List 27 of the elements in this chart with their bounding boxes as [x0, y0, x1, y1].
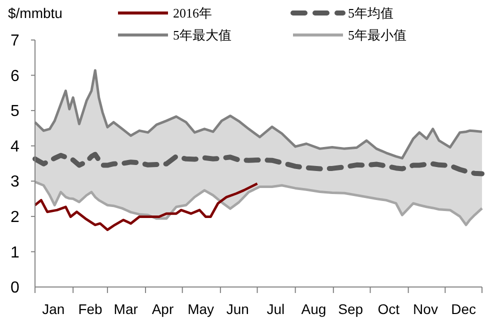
legend-label: 5年均值 [348, 6, 394, 21]
x-tick-label: Mar [114, 300, 138, 317]
x-tick-label: May [188, 300, 214, 317]
y-tick-label: 7 [10, 32, 20, 50]
y-tick-label: 6 [10, 68, 20, 85]
y-tick-label: 3 [10, 174, 20, 191]
x-tick-label: Jan [42, 300, 65, 317]
x-tick-label: Nov [413, 300, 438, 317]
legend-label: 2016年 [173, 6, 212, 21]
x-tick-label: Sep [338, 300, 364, 317]
y-tick-label: 2 [10, 209, 20, 226]
y-tick-label: 5 [10, 103, 20, 120]
x-tick-label: Aug [301, 300, 326, 317]
x-tick-label: Jul [266, 300, 285, 317]
y-tick-label: 1 [10, 244, 20, 262]
x-tick-label: Feb [78, 300, 103, 317]
legend-label: 5年最大值 [173, 28, 232, 43]
legend-label: 5年最小值 [348, 28, 406, 43]
x-tick-label: Apr [152, 300, 174, 317]
y-tick-label: 0 [10, 280, 20, 297]
line-series [34, 182, 259, 232]
x-tick-label: Dec [451, 300, 476, 317]
x-tick-label: Oct [378, 300, 400, 317]
y-tick-label: 4 [10, 138, 20, 156]
line-series [34, 180, 484, 226]
x-tick-label: Jun [226, 300, 249, 317]
y-axis-title: $/mmbtu [8, 5, 62, 21]
